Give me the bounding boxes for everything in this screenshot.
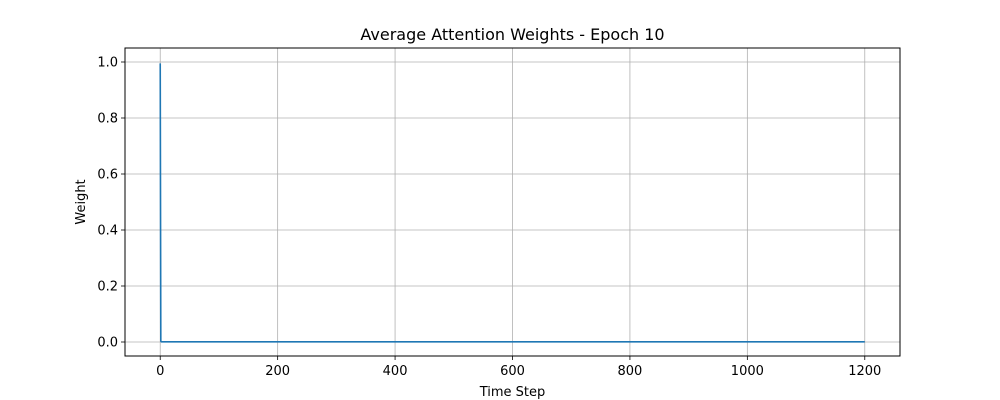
x-tick-label: 1000 (731, 364, 764, 379)
x-tick-label: 400 (383, 364, 408, 379)
x-tick-label: 1200 (848, 364, 881, 379)
y-tick-label: 0.8 (97, 112, 118, 127)
y-tick-label: 0.6 (97, 168, 118, 183)
y-axis-title: Weight (74, 179, 89, 224)
y-axis: 0.0 0.2 0.4 0.6 0.8 1.0 (97, 56, 125, 351)
x-tick-label: 200 (265, 364, 290, 379)
y-tick-label: 0.2 (97, 280, 118, 295)
x-axis: 0 200 400 600 800 1000 1200 (156, 356, 881, 379)
x-axis-title: Time Step (479, 385, 546, 400)
x-tick-label: 600 (500, 364, 525, 379)
y-tick-label: 0.0 (97, 336, 118, 351)
series-layer (159, 63, 865, 343)
x-tick-label: 800 (618, 364, 643, 379)
x-tick-label: 0 (156, 364, 164, 379)
y-tick-label: 0.4 (97, 224, 118, 239)
grid-lines (125, 48, 900, 356)
chart-title: Average Attention Weights - Epoch 10 (360, 25, 664, 44)
series-line (159, 63, 865, 343)
y-tick-label: 1.0 (97, 56, 118, 71)
